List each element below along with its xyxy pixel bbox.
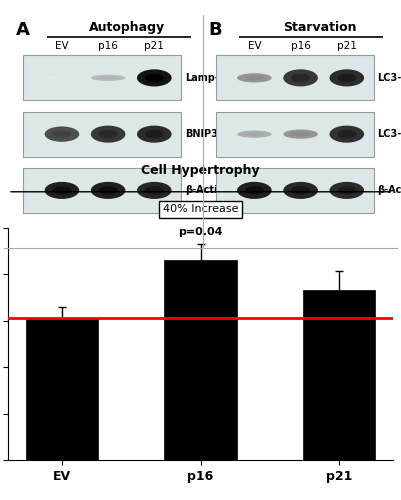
Text: p=0.04: p=0.04 <box>178 227 223 237</box>
Ellipse shape <box>245 132 264 136</box>
Ellipse shape <box>137 70 172 86</box>
Text: EV: EV <box>55 42 69 51</box>
Text: BNIP3: BNIP3 <box>185 129 218 139</box>
Text: β-Actin: β-Actin <box>185 186 225 196</box>
FancyBboxPatch shape <box>23 56 181 100</box>
Ellipse shape <box>91 75 126 81</box>
Text: Cell Hypertrophy: Cell Hypertrophy <box>141 164 260 176</box>
Text: Lamp-1: Lamp-1 <box>185 73 226 83</box>
Ellipse shape <box>45 77 79 79</box>
Ellipse shape <box>45 126 79 142</box>
Ellipse shape <box>145 130 164 138</box>
Ellipse shape <box>337 130 356 138</box>
Ellipse shape <box>237 74 272 82</box>
Text: p16: p16 <box>291 42 310 51</box>
FancyBboxPatch shape <box>216 168 374 213</box>
Ellipse shape <box>245 76 264 80</box>
Ellipse shape <box>283 130 318 139</box>
Ellipse shape <box>291 186 310 194</box>
Ellipse shape <box>283 70 318 86</box>
Ellipse shape <box>337 74 356 82</box>
FancyBboxPatch shape <box>216 56 374 100</box>
Bar <box>164 260 237 460</box>
Ellipse shape <box>53 186 71 194</box>
Ellipse shape <box>291 74 310 82</box>
Ellipse shape <box>99 186 117 194</box>
FancyBboxPatch shape <box>23 112 181 156</box>
Ellipse shape <box>245 186 264 194</box>
Ellipse shape <box>330 70 364 86</box>
FancyBboxPatch shape <box>23 168 181 213</box>
Ellipse shape <box>45 182 79 199</box>
Ellipse shape <box>137 126 172 142</box>
FancyBboxPatch shape <box>216 112 374 156</box>
Ellipse shape <box>91 126 126 142</box>
Text: 40% Increase: 40% Increase <box>163 204 238 214</box>
Text: LC3-I: LC3-I <box>378 73 401 83</box>
Text: β-Actin: β-Actin <box>378 186 401 196</box>
Text: p16: p16 <box>98 42 118 51</box>
Text: B: B <box>208 21 222 39</box>
Text: p21: p21 <box>144 42 164 51</box>
Ellipse shape <box>330 126 364 142</box>
Ellipse shape <box>99 130 117 138</box>
Ellipse shape <box>53 130 71 138</box>
Text: LC3-II: LC3-II <box>378 129 401 139</box>
Ellipse shape <box>330 182 364 199</box>
Bar <box>303 290 375 460</box>
Ellipse shape <box>337 186 356 194</box>
Ellipse shape <box>145 74 164 82</box>
Ellipse shape <box>237 130 272 138</box>
Text: EV: EV <box>247 42 261 51</box>
Text: Autophagy: Autophagy <box>89 21 166 34</box>
Ellipse shape <box>291 132 310 136</box>
Ellipse shape <box>237 182 272 199</box>
Ellipse shape <box>91 182 126 199</box>
Ellipse shape <box>99 76 117 80</box>
Ellipse shape <box>283 182 318 199</box>
Text: p21: p21 <box>337 42 357 51</box>
Text: A: A <box>16 21 30 39</box>
Ellipse shape <box>137 182 172 199</box>
Text: Starvation: Starvation <box>283 21 356 34</box>
Bar <box>26 318 98 460</box>
Ellipse shape <box>145 186 164 194</box>
